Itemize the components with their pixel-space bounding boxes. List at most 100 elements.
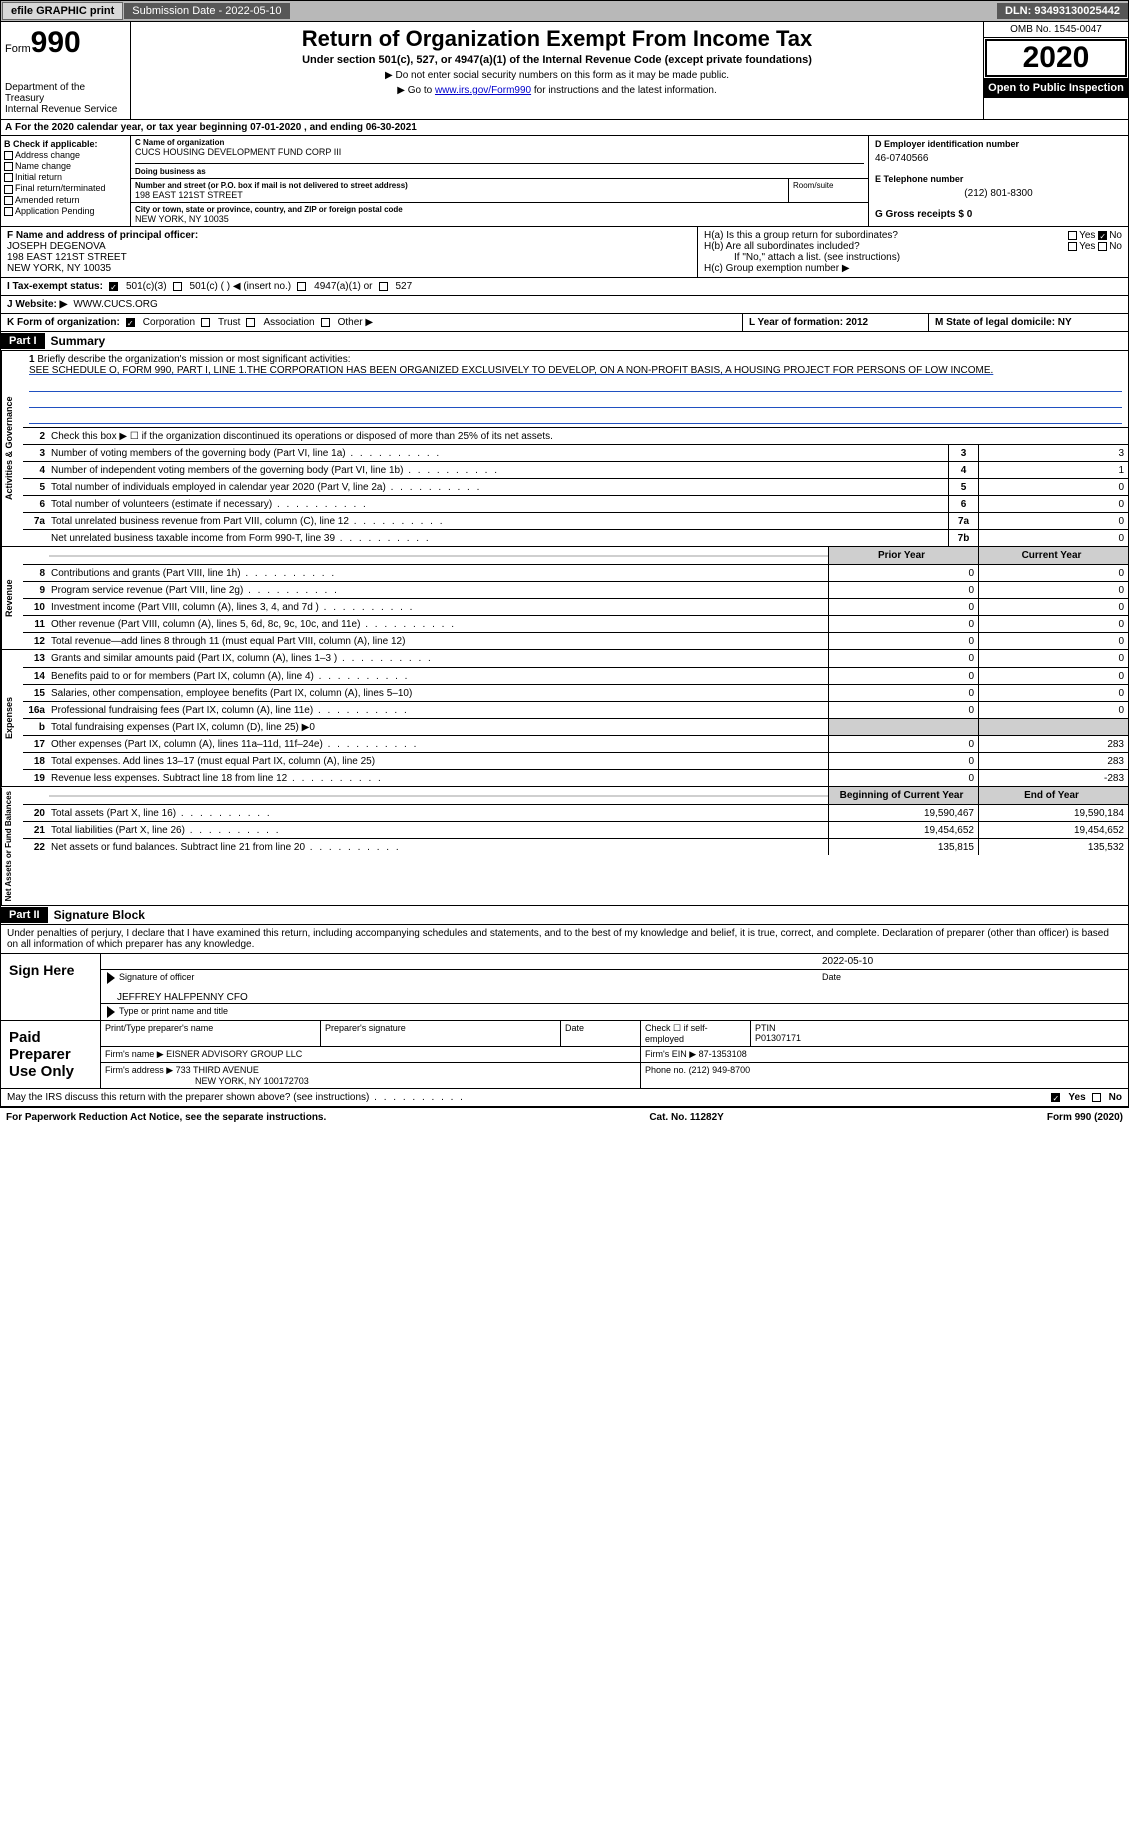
sign-here-label: Sign Here [1,954,101,1020]
discuss-no[interactable] [1092,1093,1101,1102]
officer-group-block: F Name and address of principal officer:… [0,227,1129,278]
val-5: 0 [978,479,1128,495]
net-assets-block: Net Assets or Fund Balances Beginning of… [0,787,1129,906]
penalty-statement: Under penalties of perjury, I declare th… [0,925,1129,954]
check-other[interactable] [321,318,330,327]
firm-name: EISNER ADVISORY GROUP LLC [166,1049,302,1059]
arrow-icon [107,1006,115,1018]
form-ref: Form 990 (2020) [1047,1112,1123,1123]
arrow-icon [107,972,115,984]
discuss-with-preparer: May the IRS discuss this return with the… [0,1089,1129,1107]
check-corporation[interactable] [126,318,135,327]
officer-signature-name: JEFFREY HALFPENNY CFO [101,986,1128,1003]
gross-receipts: G Gross receipts $ 0 [875,209,1122,220]
ein-value: 46-0740566 [875,153,1122,164]
check-self-employed[interactable]: Check ☐ if self-employed [641,1021,751,1046]
hc-group-exemption: H(c) Group exemption number ▶ [704,263,1122,274]
expenses-block: Expenses 13Grants and similar amounts pa… [0,650,1129,787]
officer-name: JOSEPH DEGENOVA [7,241,106,252]
line-1-mission: 1 Briefly describe the organization's mi… [23,351,1128,427]
row-j-website: J Website: ▶ WWW.CUCS.ORG [0,296,1129,314]
ssn-warning: ▶ Do not enter social security numbers o… [139,70,975,81]
firm-ein: 87-1353108 [699,1049,747,1059]
box-c-name-address: C Name of organization CUCS HOUSING DEVE… [131,136,868,226]
paid-preparer-label: Paid Preparer Use Only [1,1021,101,1088]
tab-expenses: Expenses [1,650,23,786]
org-street: 198 EAST 121ST STREET [135,190,784,200]
hb-yes[interactable] [1068,242,1077,251]
col-prior-year: Prior Year [828,547,978,564]
check-trust[interactable] [201,318,210,327]
check-application-pending[interactable]: Application Pending [4,206,127,216]
form-word: Form [5,43,31,55]
page-footer: For Paperwork Reduction Act Notice, see … [0,1107,1129,1127]
org-city: NEW YORK, NY 10035 [135,214,864,224]
val-7a: 0 [978,513,1128,529]
check-association[interactable] [246,318,255,327]
line-2-discontinued: Check this box ▶ ☐ if the organization d… [49,430,1128,443]
hb-no[interactable] [1098,242,1107,251]
val-4: 1 [978,462,1128,478]
check-final-return[interactable]: Final return/terminated [4,183,127,193]
check-amended-return[interactable]: Amended return [4,195,127,205]
activities-governance-block: Activities & Governance 1 Briefly descri… [0,351,1129,547]
val-6: 0 [978,496,1128,512]
ha-no[interactable] [1098,231,1107,240]
discuss-yes[interactable] [1051,1093,1060,1102]
tab-activities-governance: Activities & Governance [1,351,23,546]
tab-revenue: Revenue [1,547,23,649]
website-value: WWW.CUCS.ORG [73,299,157,310]
telephone-value: (212) 801-8300 [875,188,1122,199]
form-subtitle: Under section 501(c), 527, or 4947(a)(1)… [139,54,975,66]
form-number-block: Form990 Department of the Treasury Inter… [1,22,131,119]
part-2-header: Part II Signature Block [0,906,1129,925]
ha-yes[interactable] [1068,231,1077,240]
part-1-header: Part I Summary [0,332,1129,351]
val-3: 3 [978,445,1128,461]
check-501c[interactable] [173,282,182,291]
check-name-change[interactable]: Name change [4,161,127,171]
dln-label: DLN: 93493130025442 [997,3,1128,19]
line-a-tax-year: A For the 2020 calendar year, or tax yea… [0,120,1129,136]
box-b-checks: B Check if applicable: Address change Na… [1,136,131,226]
form-header: Form990 Department of the Treasury Inter… [0,22,1129,120]
box-d-e-g: D Employer identification number 46-0740… [868,136,1128,226]
form-number: 990 [31,26,81,59]
year-formation: L Year of formation: 2012 [742,314,922,331]
public-inspection: Open to Public Inspection [984,78,1128,98]
instructions-link-row: ▶ Go to www.irs.gov/Form990 for instruct… [139,85,975,96]
org-name: CUCS HOUSING DEVELOPMENT FUND CORP III [135,147,864,157]
sign-here-block: Sign Here 2022-05-10 Signature of office… [0,954,1129,1021]
mission-text: SEE SCHEDULE O, FORM 990, PART I, LINE 1… [29,365,993,376]
check-527[interactable] [379,282,388,291]
efile-print-button[interactable]: efile GRAPHIC print [2,2,123,20]
col-current-year: Current Year [978,547,1128,564]
sign-date: 2022-05-10 [822,956,1122,967]
department-label: Department of the Treasury Internal Reve… [5,82,126,115]
omb-number: OMB No. 1545-0047 [984,22,1128,38]
submission-date: Submission Date - 2022-05-10 [124,3,289,19]
tab-net-assets: Net Assets or Fund Balances [1,787,23,905]
entity-block: B Check if applicable: Address change Na… [0,136,1129,227]
col-boy: Beginning of Current Year [828,787,978,804]
check-4947[interactable] [297,282,306,291]
col-eoy: End of Year [978,787,1128,804]
ptin-value: P01307171 [755,1033,801,1043]
form-title: Return of Organization Exempt From Incom… [139,26,975,52]
box-h-group: H(a) Is this a group return for subordin… [698,227,1128,277]
check-initial-return[interactable]: Initial return [4,172,127,182]
row-k-l-m: K Form of organization: Corporation Trus… [0,314,1129,332]
instructions-link[interactable]: www.irs.gov/Form990 [435,85,531,96]
form-title-block: Return of Organization Exempt From Incom… [131,22,983,119]
revenue-block: Revenue Prior YearCurrent Year 8Contribu… [0,547,1129,650]
firm-phone: (212) 949-8700 [689,1065,751,1075]
row-i-tax-status: I Tax-exempt status: 501(c)(3) 501(c) ( … [0,278,1129,296]
room-suite: Room/suite [788,179,868,202]
paid-preparer-block: Paid Preparer Use Only Print/Type prepar… [0,1021,1129,1089]
tax-year: 2020 [985,39,1127,77]
val-7b: 0 [978,530,1128,546]
check-address-change[interactable]: Address change [4,150,127,160]
top-bar: efile GRAPHIC print Submission Date - 20… [0,0,1129,22]
state-domicile: M State of legal domicile: NY [928,314,1128,331]
check-501c3[interactable] [109,282,118,291]
